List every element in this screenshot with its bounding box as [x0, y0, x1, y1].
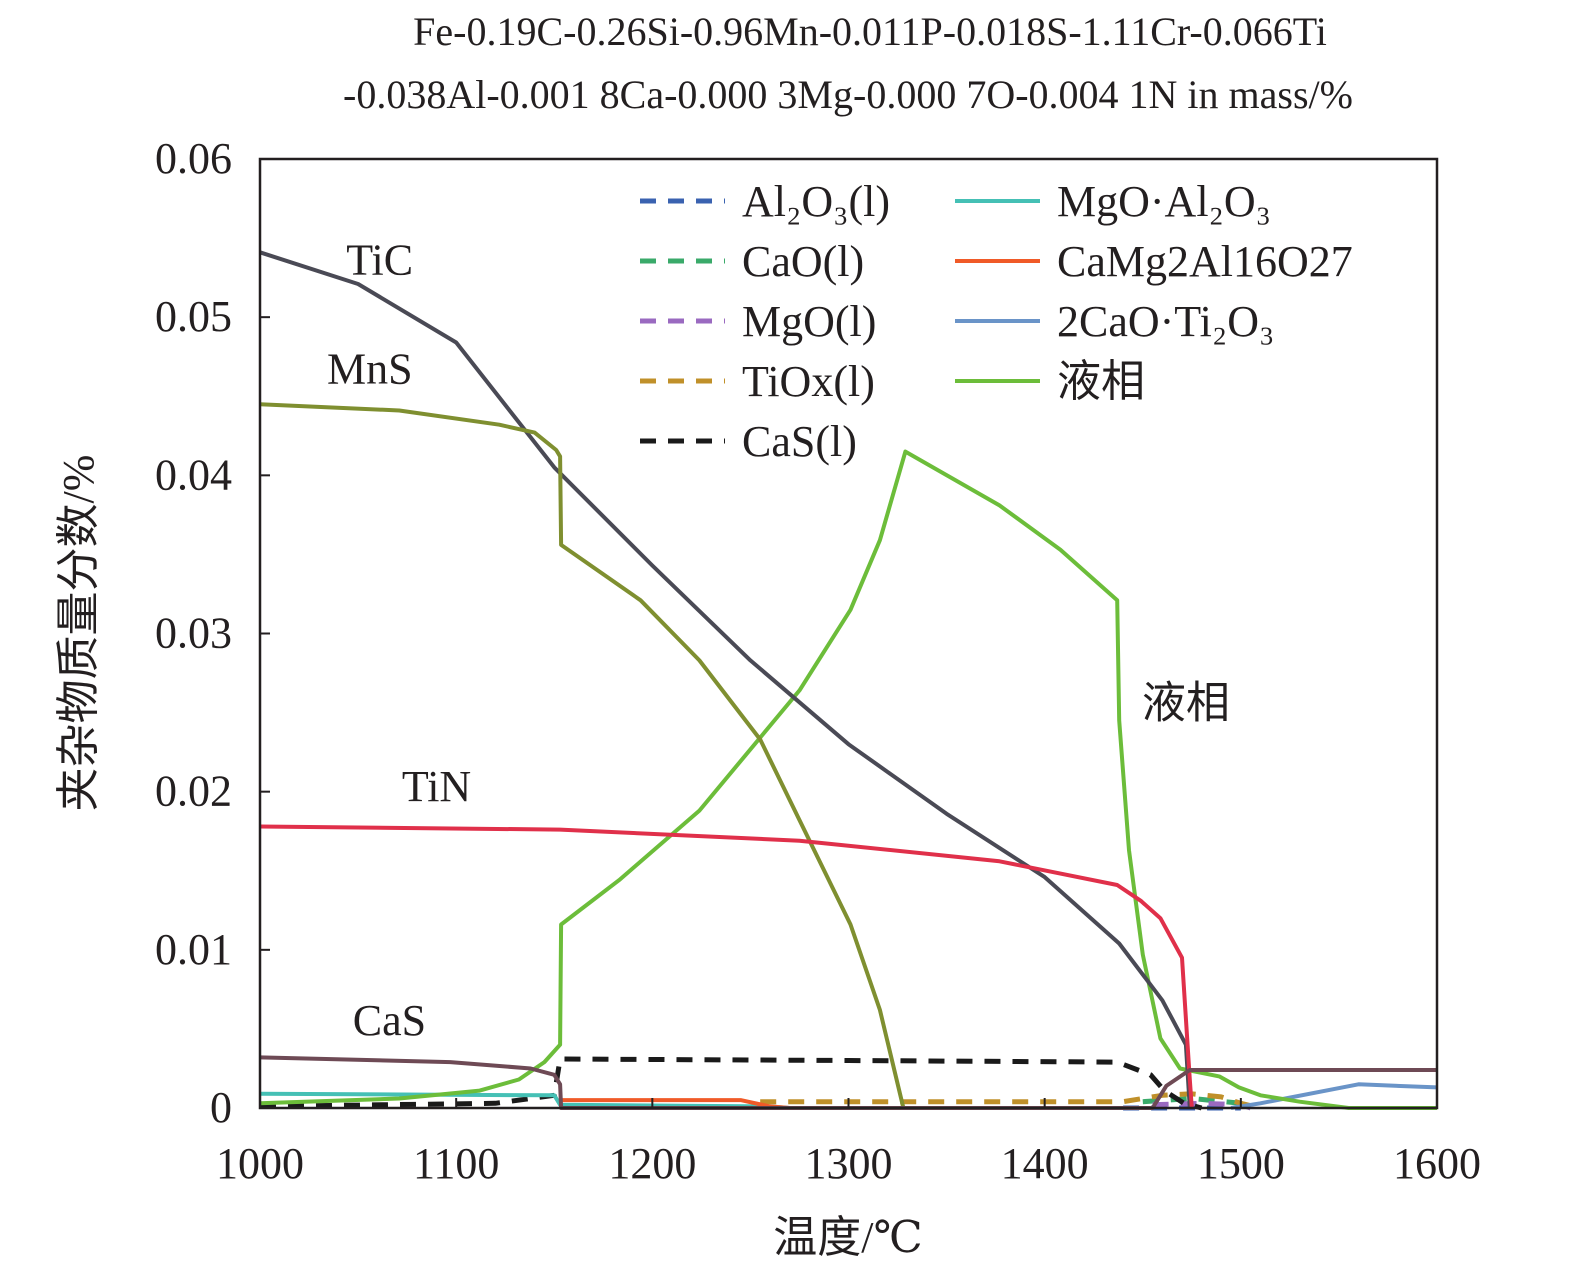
annotation-label: MnS: [327, 345, 413, 394]
y-tick-label: 0.02: [155, 767, 232, 816]
series-line-MnS: [259, 402, 906, 1109]
y-tick-label: 0.06: [155, 134, 232, 183]
series-line-CaS(l): [259, 1056, 1203, 1111]
chart-title-line-1: Fe-0.19C-0.26Si-0.96Mn-0.011P-0.018S-1.1…: [413, 9, 1327, 54]
legend-label: CaMg2Al16O27: [1057, 237, 1353, 286]
y-axis-label: 夹杂物质量分数/%: [54, 455, 103, 812]
series-line-TiN: [259, 824, 1194, 1109]
y-tick-label: 0.03: [155, 609, 232, 658]
axis-ticks: 1000 1100 1200 1300 1400 1500 1600 0 0.01 0.02 0.0…: [155, 134, 1481, 1188]
x-tick-label: 1500: [1197, 1139, 1285, 1188]
series-line-TiC: [259, 250, 1192, 1109]
y-tick-label: 0.01: [155, 925, 232, 974]
annotation-label: CaS: [353, 996, 426, 1045]
x-tick-label: 1400: [1001, 1139, 1089, 1188]
series-line-液相: [259, 449, 1437, 1110]
legend-label: Al₂O₃(l): [742, 177, 890, 226]
annotations: TiC MnS TiN CaS 液相: [327, 235, 1230, 1045]
y-tick-label: 0: [210, 1083, 232, 1132]
legend-label: MgO·Al₂O₃: [1057, 177, 1271, 226]
legend-label: 2CaO·Ti₂O₃: [1057, 297, 1274, 346]
legend-label: TiOx(l): [742, 357, 875, 406]
x-tick-label: 1000: [216, 1139, 304, 1188]
x-tick-label: 1600: [1393, 1139, 1481, 1188]
series-line-CaS: [259, 1055, 1437, 1110]
y-tick-label: 0.04: [155, 450, 232, 499]
x-tick-label: 1100: [413, 1139, 499, 1188]
x-axis-label: 温度/℃: [773, 1213, 922, 1262]
x-tick-label: 1200: [608, 1139, 696, 1188]
annotation-label: 液相: [1142, 678, 1230, 727]
legend-label: 液相: [1057, 357, 1145, 406]
series-line-2CaO·Ti₂O₃: [1230, 1082, 1438, 1110]
legend: Al₂O₃(l) CaO(l) MgO(l) TiOx(l) CaS(l) MgO·Al₂…: [640, 177, 1353, 466]
legend-label: CaS(l): [742, 417, 857, 466]
annotation-label: TiC: [346, 235, 413, 284]
legend-label: CaO(l): [742, 237, 864, 286]
legend-label: MgO(l): [742, 297, 876, 346]
series-layer: [259, 250, 1438, 1111]
y-tick-label: 0.05: [155, 292, 232, 341]
chart-title-line-2: -0.038Al-0.001 8Ca-0.000 3Mg-0.000 7O-0.…: [343, 72, 1353, 117]
x-tick-label: 1300: [805, 1139, 893, 1188]
annotation-label: TiN: [402, 762, 471, 811]
